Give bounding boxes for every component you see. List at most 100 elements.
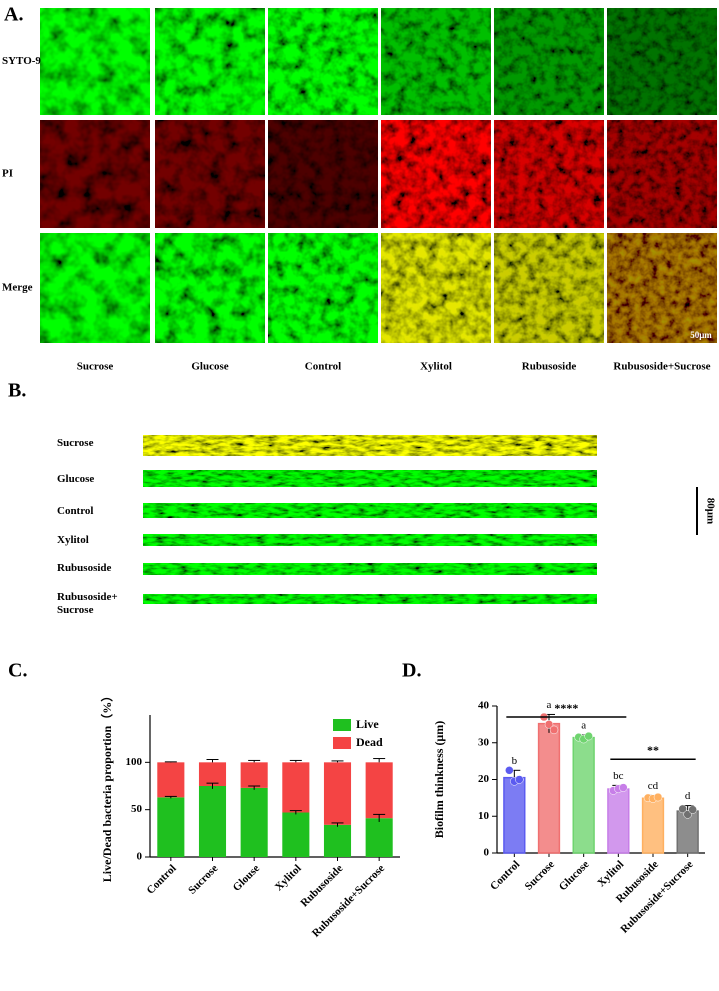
y-tick-label: 0 [137, 851, 143, 863]
bar-segment [323, 762, 352, 825]
y-tick-label: 50 [131, 803, 143, 815]
y-tick-label: 20 [478, 773, 490, 785]
bar [607, 788, 630, 854]
x-tick-label: Glouse [231, 862, 262, 893]
strip-label: Rubusoside+ Sucrose [57, 591, 118, 616]
micrograph [40, 8, 150, 115]
data-point [678, 804, 687, 814]
micrograph [155, 233, 265, 343]
micrograph [268, 233, 378, 343]
zstack-strip [143, 534, 597, 546]
micrograph [607, 233, 717, 343]
bar-segment [282, 812, 310, 857]
bar-segment [198, 786, 227, 857]
panel-label: D. [402, 660, 421, 682]
column-label: Sucrose [77, 361, 114, 373]
micrograph [40, 120, 150, 228]
micrograph [155, 8, 265, 115]
column-label: Glucose [191, 361, 228, 373]
group-letter: a [547, 699, 552, 711]
bar-segment [157, 797, 185, 857]
bar-segment [365, 762, 393, 819]
zstack-strip [143, 594, 597, 604]
column-label: Control [305, 361, 341, 373]
data-point [653, 792, 663, 802]
data-point [544, 720, 554, 729]
micrograph [40, 233, 150, 343]
x-tick-label: Sucrose [186, 862, 220, 896]
group-letter: bc [613, 770, 624, 782]
bar [641, 797, 665, 854]
zstack-strip [143, 563, 597, 575]
legend-label: Live [356, 717, 379, 731]
y-tick-label: 30 [478, 736, 490, 748]
bar [503, 776, 526, 854]
bar-segment [198, 762, 227, 786]
y-tick-label: 100 [126, 756, 143, 768]
strip-label: Rubusoside [57, 562, 112, 574]
y-tick-label: 0 [484, 847, 490, 859]
group-letter: d [685, 790, 691, 802]
panel-label: C. [8, 660, 27, 682]
x-tick-label: Sucrose [523, 858, 557, 892]
micrograph [268, 120, 378, 228]
group-letter: b [512, 755, 518, 767]
data-point [584, 731, 593, 741]
strip-label: Xylitol [57, 534, 89, 546]
group-letter: cd [648, 780, 659, 792]
panel-label: A. [4, 4, 23, 26]
column-label: Xylitol [420, 361, 452, 373]
y-tick-label: 10 [478, 810, 490, 822]
significance-label: ** [647, 743, 659, 757]
micrograph [494, 8, 604, 115]
micrograph [607, 8, 717, 115]
bar-segment [323, 824, 352, 857]
strip-label: Control [57, 505, 94, 517]
legend-swatch [333, 737, 351, 749]
panel-label: B. [8, 380, 26, 402]
zstack-strip [143, 435, 597, 456]
legend-swatch [333, 719, 351, 731]
legend-label: Dead [356, 735, 383, 749]
x-tick-label: Control [144, 862, 178, 896]
bar [537, 722, 561, 854]
strip-label: Sucrose [57, 437, 94, 449]
x-tick-label: Rubusoside+Sucrose [310, 862, 387, 939]
micrograph [381, 120, 491, 228]
column-label: Rubusoside+Sucrose [613, 361, 710, 373]
micrograph [381, 233, 491, 343]
data-point [505, 766, 514, 775]
data-point [515, 775, 524, 784]
x-tick-label: Xylitol [273, 862, 304, 893]
data-point [688, 805, 697, 814]
bar [572, 736, 595, 854]
zstack-strip [143, 503, 597, 518]
scale-bar-label: 50μm [690, 330, 712, 340]
strip-label: Glucose [57, 473, 95, 485]
micrograph [607, 120, 717, 228]
row-label: SYTO-9 [2, 55, 41, 67]
micrograph [494, 120, 604, 228]
row-label: Merge [2, 282, 33, 294]
zstack-strip [143, 470, 597, 487]
y-tick-label: 40 [478, 700, 490, 712]
x-tick-label: Xylitol [595, 858, 626, 889]
row-label: PI [2, 168, 13, 180]
y-axis-label: Biofilm thinkness (μm) [432, 721, 446, 838]
data-point [619, 783, 628, 792]
micrograph [155, 120, 265, 228]
bar-segment [365, 818, 393, 857]
bar-segment [240, 787, 268, 857]
data-point [549, 725, 559, 735]
micrograph [381, 8, 491, 115]
bar-segment [282, 762, 310, 813]
scale-bar-label: 80μm [704, 498, 716, 524]
column-label: Rubusoside [522, 361, 577, 373]
significance-label: **** [554, 701, 578, 715]
x-tick-label: Glucose [557, 858, 592, 893]
x-tick-label: Control [488, 858, 522, 892]
y-axis-label: Live/Dead bacteria proportion（%） [99, 690, 114, 882]
micrograph [268, 8, 378, 115]
